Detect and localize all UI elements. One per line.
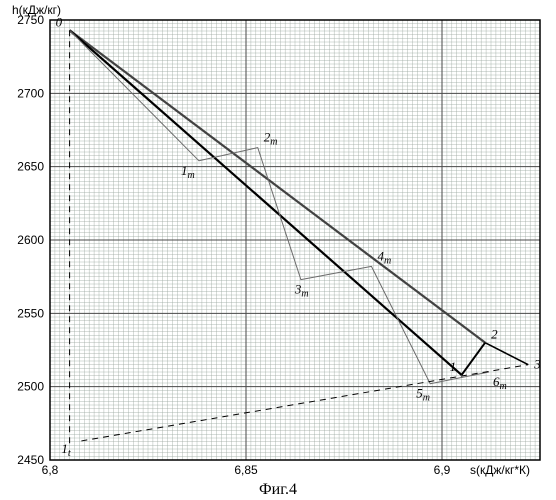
point-label: 3	[533, 357, 541, 372]
y-tick-label: 2450	[17, 453, 44, 467]
point-label: 1	[450, 359, 457, 374]
y-tick-label: 2600	[17, 233, 44, 247]
figure-caption: Фиг.4	[259, 481, 297, 498]
hs-diagram: 6,86,856,9245025002550260026502700275001…	[0, 0, 556, 500]
y-tick-label: 2550	[17, 306, 44, 320]
x-axis-label: s(кДж/кг*К)	[470, 463, 530, 477]
point-label: 2	[491, 327, 498, 342]
y-tick-label: 2650	[17, 160, 44, 174]
y-tick-label: 2700	[17, 86, 44, 100]
x-tick-label: 6,9	[434, 463, 451, 477]
x-tick-label: 6,8	[42, 463, 59, 477]
y-axis-label: h(кДж/кг)	[12, 3, 61, 17]
y-tick-label: 2500	[17, 380, 44, 394]
x-tick-label: 6,85	[234, 463, 258, 477]
